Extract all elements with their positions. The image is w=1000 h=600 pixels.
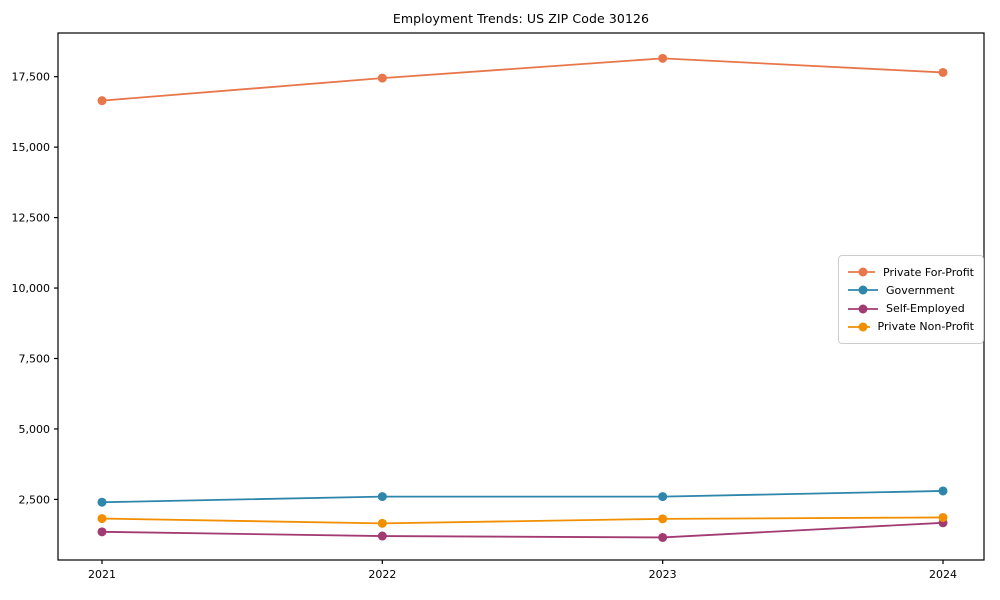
y-tick-label: 15,000 <box>12 141 51 154</box>
series-line <box>101 57 944 102</box>
data-point <box>658 532 668 542</box>
data-point <box>97 96 107 106</box>
legend-item: Private Non-Profit <box>848 318 974 336</box>
legend: Private For-Profit Government Self-Employe… <box>838 255 984 344</box>
data-point <box>97 514 107 524</box>
data-point <box>938 486 948 496</box>
data-point <box>377 492 387 502</box>
data-point <box>938 67 948 77</box>
x-tick-label: 2021 <box>88 568 116 581</box>
legend-item: Government <box>848 281 974 299</box>
plot-frame <box>57 32 985 561</box>
y-tick-label: 12,500 <box>12 212 51 225</box>
x-tick-label: 2022 <box>368 568 396 581</box>
legend-marker-icon <box>848 267 875 277</box>
legend-label: Self-Employed <box>886 302 965 316</box>
legend-item: Private For-Profit <box>848 263 974 281</box>
legend-label: Private Non-Profit <box>877 320 974 334</box>
data-point <box>938 512 948 522</box>
data-point <box>377 531 387 541</box>
y-tick-label: 2,500 <box>19 493 51 506</box>
chart-title: Employment Trends: US ZIP Code 30126 <box>392 11 650 26</box>
data-point <box>658 492 668 502</box>
data-point <box>377 518 387 528</box>
data-point <box>377 73 387 83</box>
series-line <box>101 521 944 539</box>
x-tick-label: 2023 <box>649 568 677 581</box>
y-tick-label: 5,000 <box>19 423 51 436</box>
legend-label: Government <box>886 283 955 297</box>
data-point <box>658 514 668 524</box>
y-tick-label: 7,500 <box>19 353 51 366</box>
series-line <box>101 490 944 504</box>
data-point <box>97 527 107 537</box>
legend-item: Self-Employed <box>848 300 974 318</box>
data-point <box>658 53 668 63</box>
legend-marker-icon <box>848 285 878 295</box>
data-point <box>97 497 107 507</box>
x-tick-label: 2024 <box>929 568 957 581</box>
y-tick-label: 17,500 <box>12 71 51 84</box>
y-tick-label: 10,000 <box>12 282 51 295</box>
legend-label: Private For-Profit <box>883 265 974 279</box>
series-line <box>101 516 944 525</box>
legend-marker-icon <box>848 322 870 332</box>
legend-marker-icon <box>848 304 878 314</box>
